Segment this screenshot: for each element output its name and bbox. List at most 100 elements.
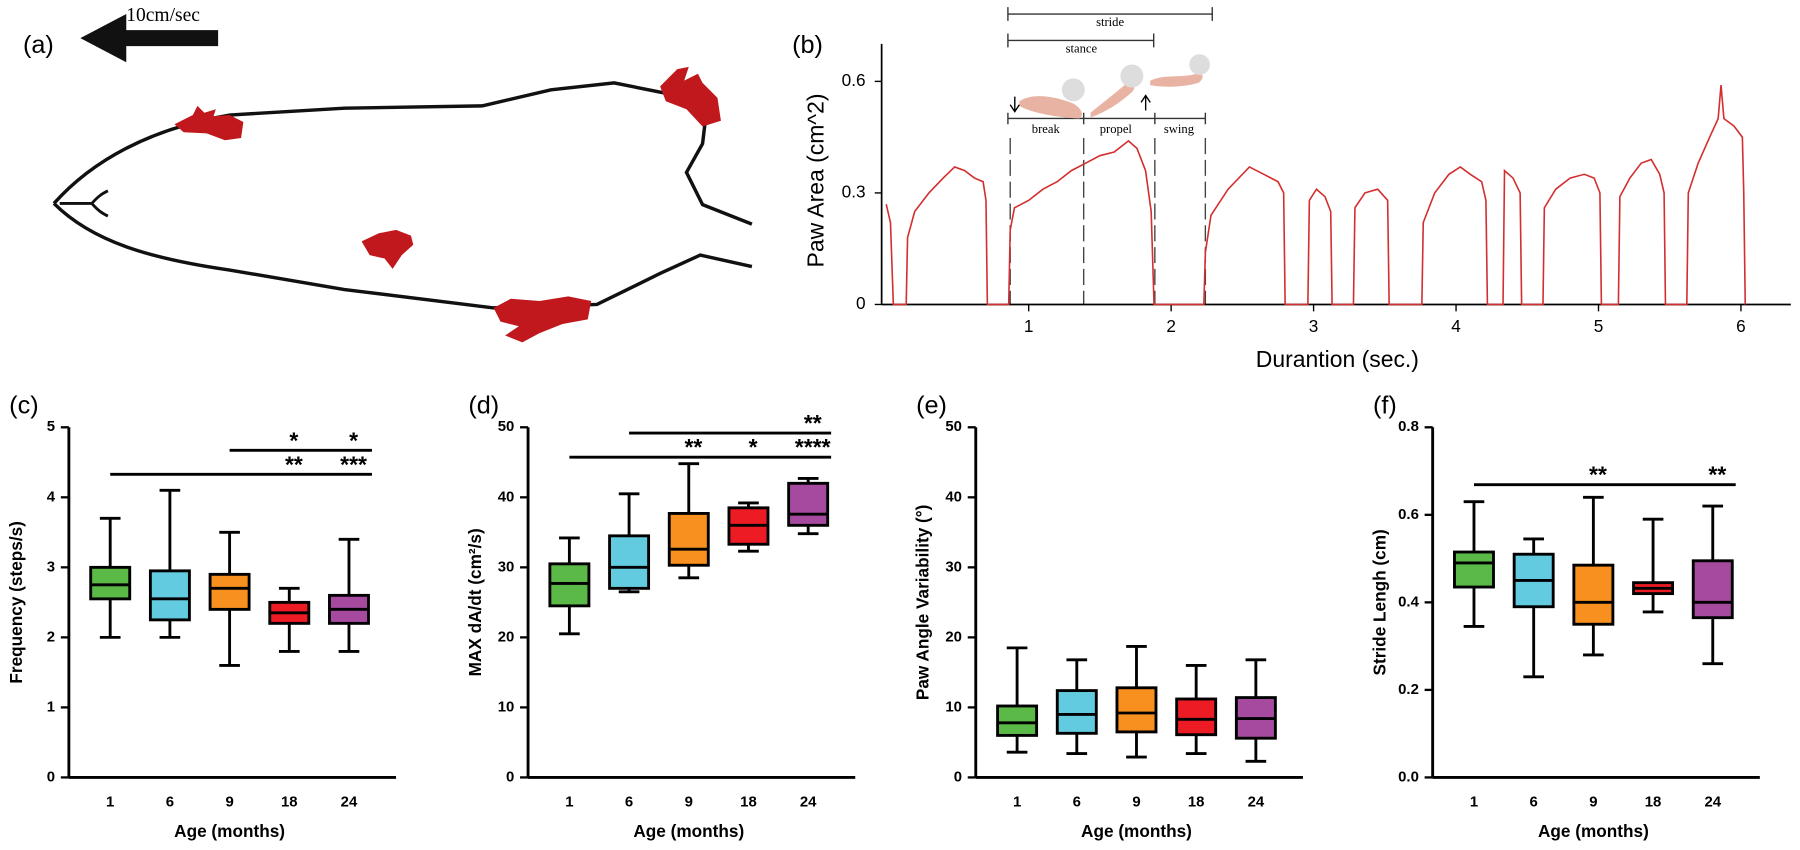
y-tick-label: 0.8 [1398,418,1419,435]
panel-label: (d) [468,391,499,419]
x-tick-label: 18 [1645,794,1662,811]
box [1175,697,1218,737]
x-tick-label: 9 [225,794,233,811]
y-tick-label: 0 [506,768,514,785]
box [667,511,710,567]
body-outline [52,202,753,310]
box [1691,559,1734,620]
paw-area-trace [885,85,1747,306]
body-outline [52,81,753,226]
gait-phase-annotations: stride stance break propel swing [1007,7,1213,305]
whiskers [59,189,109,218]
x-tick-label: 9 [685,794,693,811]
phase-bracket [1007,112,1207,125]
y-axis-label: Paw Area (cm^2) [802,94,828,268]
x-tick-label: 9 [1589,794,1597,811]
mouse-diagram: (a) 10cm/sec [23,5,753,343]
y-tick-label: 4 [47,488,56,505]
stride-bracket [1007,7,1213,21]
paw [361,229,414,269]
y-tick-label: 0.4 [1398,593,1419,610]
y-tick-label: 10 [945,698,962,715]
y-tick-label: 0.6 [842,70,866,90]
y-tick-label: 2 [47,628,55,645]
y-tick-label: 30 [498,558,515,575]
down-arrow [1009,96,1020,113]
panel-label: (e) [916,391,947,419]
x-tick-label: 1 [565,794,573,811]
up-arrow [1140,94,1151,111]
x-tick-label: 6 [625,794,633,811]
x-tick-label: 1 [1024,316,1034,336]
x-tick-label: 24 [1704,794,1721,811]
annotation: stance [1066,42,1098,56]
annotation: stride [1096,15,1124,29]
direction-arrow [80,14,219,63]
x-tick-label: 6 [166,794,174,811]
x-tick-label: 24 [1248,794,1265,811]
box [1453,550,1495,589]
x-axis-label: Age (months) [174,821,285,841]
y-tick-label: 0.2 [1398,681,1419,698]
y-tick-label: 5 [47,418,55,435]
leg-icon [1061,78,1085,102]
significance-stars: ** [1708,462,1726,488]
speed-label: 10cm/sec [126,5,200,26]
significance-stars: *** [340,451,367,477]
annotation: break [1032,122,1061,136]
panel-label: (f) [1373,391,1397,419]
x-tick-label: 24 [341,794,358,811]
x-axis-label: Age (months) [1081,821,1192,841]
leg-icon [1189,54,1210,75]
significance-stars: **** [795,434,831,460]
y-axis-label: Paw Angle Variability (°) [913,505,933,701]
y-tick-label: 20 [498,628,515,645]
y-axis-label: Stride Lengh (cm) [1370,529,1390,675]
x-tick-label: 1 [106,794,114,811]
x-tick-label: 1 [1013,794,1021,811]
significance-stars: * [289,427,298,453]
box [208,572,251,611]
x-axis-label: Age (months) [1538,821,1649,841]
x-tick-label: 6 [1073,794,1081,811]
y-axis-label: MAX dA/dt (cm²/s) [465,528,485,676]
panel-label: (c) [9,391,38,419]
significance-stars: ** [684,434,702,460]
line-chart: (b) 0 0.3 0.6 1 2 3 4 5 6 Durantion (sec.) Paw Area… [792,31,1791,372]
phase-divider [1009,138,1207,305]
significance-stars: ** [1589,462,1607,488]
y-tick-label: 0.3 [842,181,866,201]
x-tick-label: 2 [1166,316,1176,336]
panel-label: (a) [23,31,54,59]
leg-icon [1090,82,1135,118]
significance-stars: * [749,434,758,460]
x-tick-label: 18 [281,794,298,811]
box-chart: (d) 0 10 20 30 40 50 1 6 9 18 24 Age (months) MAX dA/… [465,391,856,841]
box [1572,563,1615,626]
x-tick-label: 24 [800,794,817,811]
significance-stars: ** [285,451,303,477]
box-chart: (f) 0.0 0.2 0.4 0.6 0.8 1 6 9 18 24 Age (months) Str… [1370,391,1760,841]
y-tick-label: 50 [945,418,962,435]
x-axis-label: Durantion (sec.) [1256,346,1419,372]
box [1115,686,1158,734]
box-chart: (c) 0 1 2 3 4 5 1 6 9 18 24 Age (months) Frequency (s… [6,391,397,841]
x-axis-label: Age (months) [633,821,744,841]
significance-stars: ** [804,410,822,436]
y-tick-label: 3 [47,558,55,575]
x-tick-label: 6 [1736,316,1746,336]
annotation: propel [1100,122,1133,136]
paw [493,296,592,343]
box [608,534,651,590]
panel-label: (b) [792,31,823,59]
x-tick-label: 18 [740,794,757,811]
y-axis-label: Frequency (steps/s) [6,521,26,684]
leg-icon [1150,73,1203,87]
y-tick-label: 0 [856,293,866,313]
y-tick-label: 40 [498,488,515,505]
box [89,565,132,601]
leg-icon [1120,64,1144,88]
box [787,481,830,527]
